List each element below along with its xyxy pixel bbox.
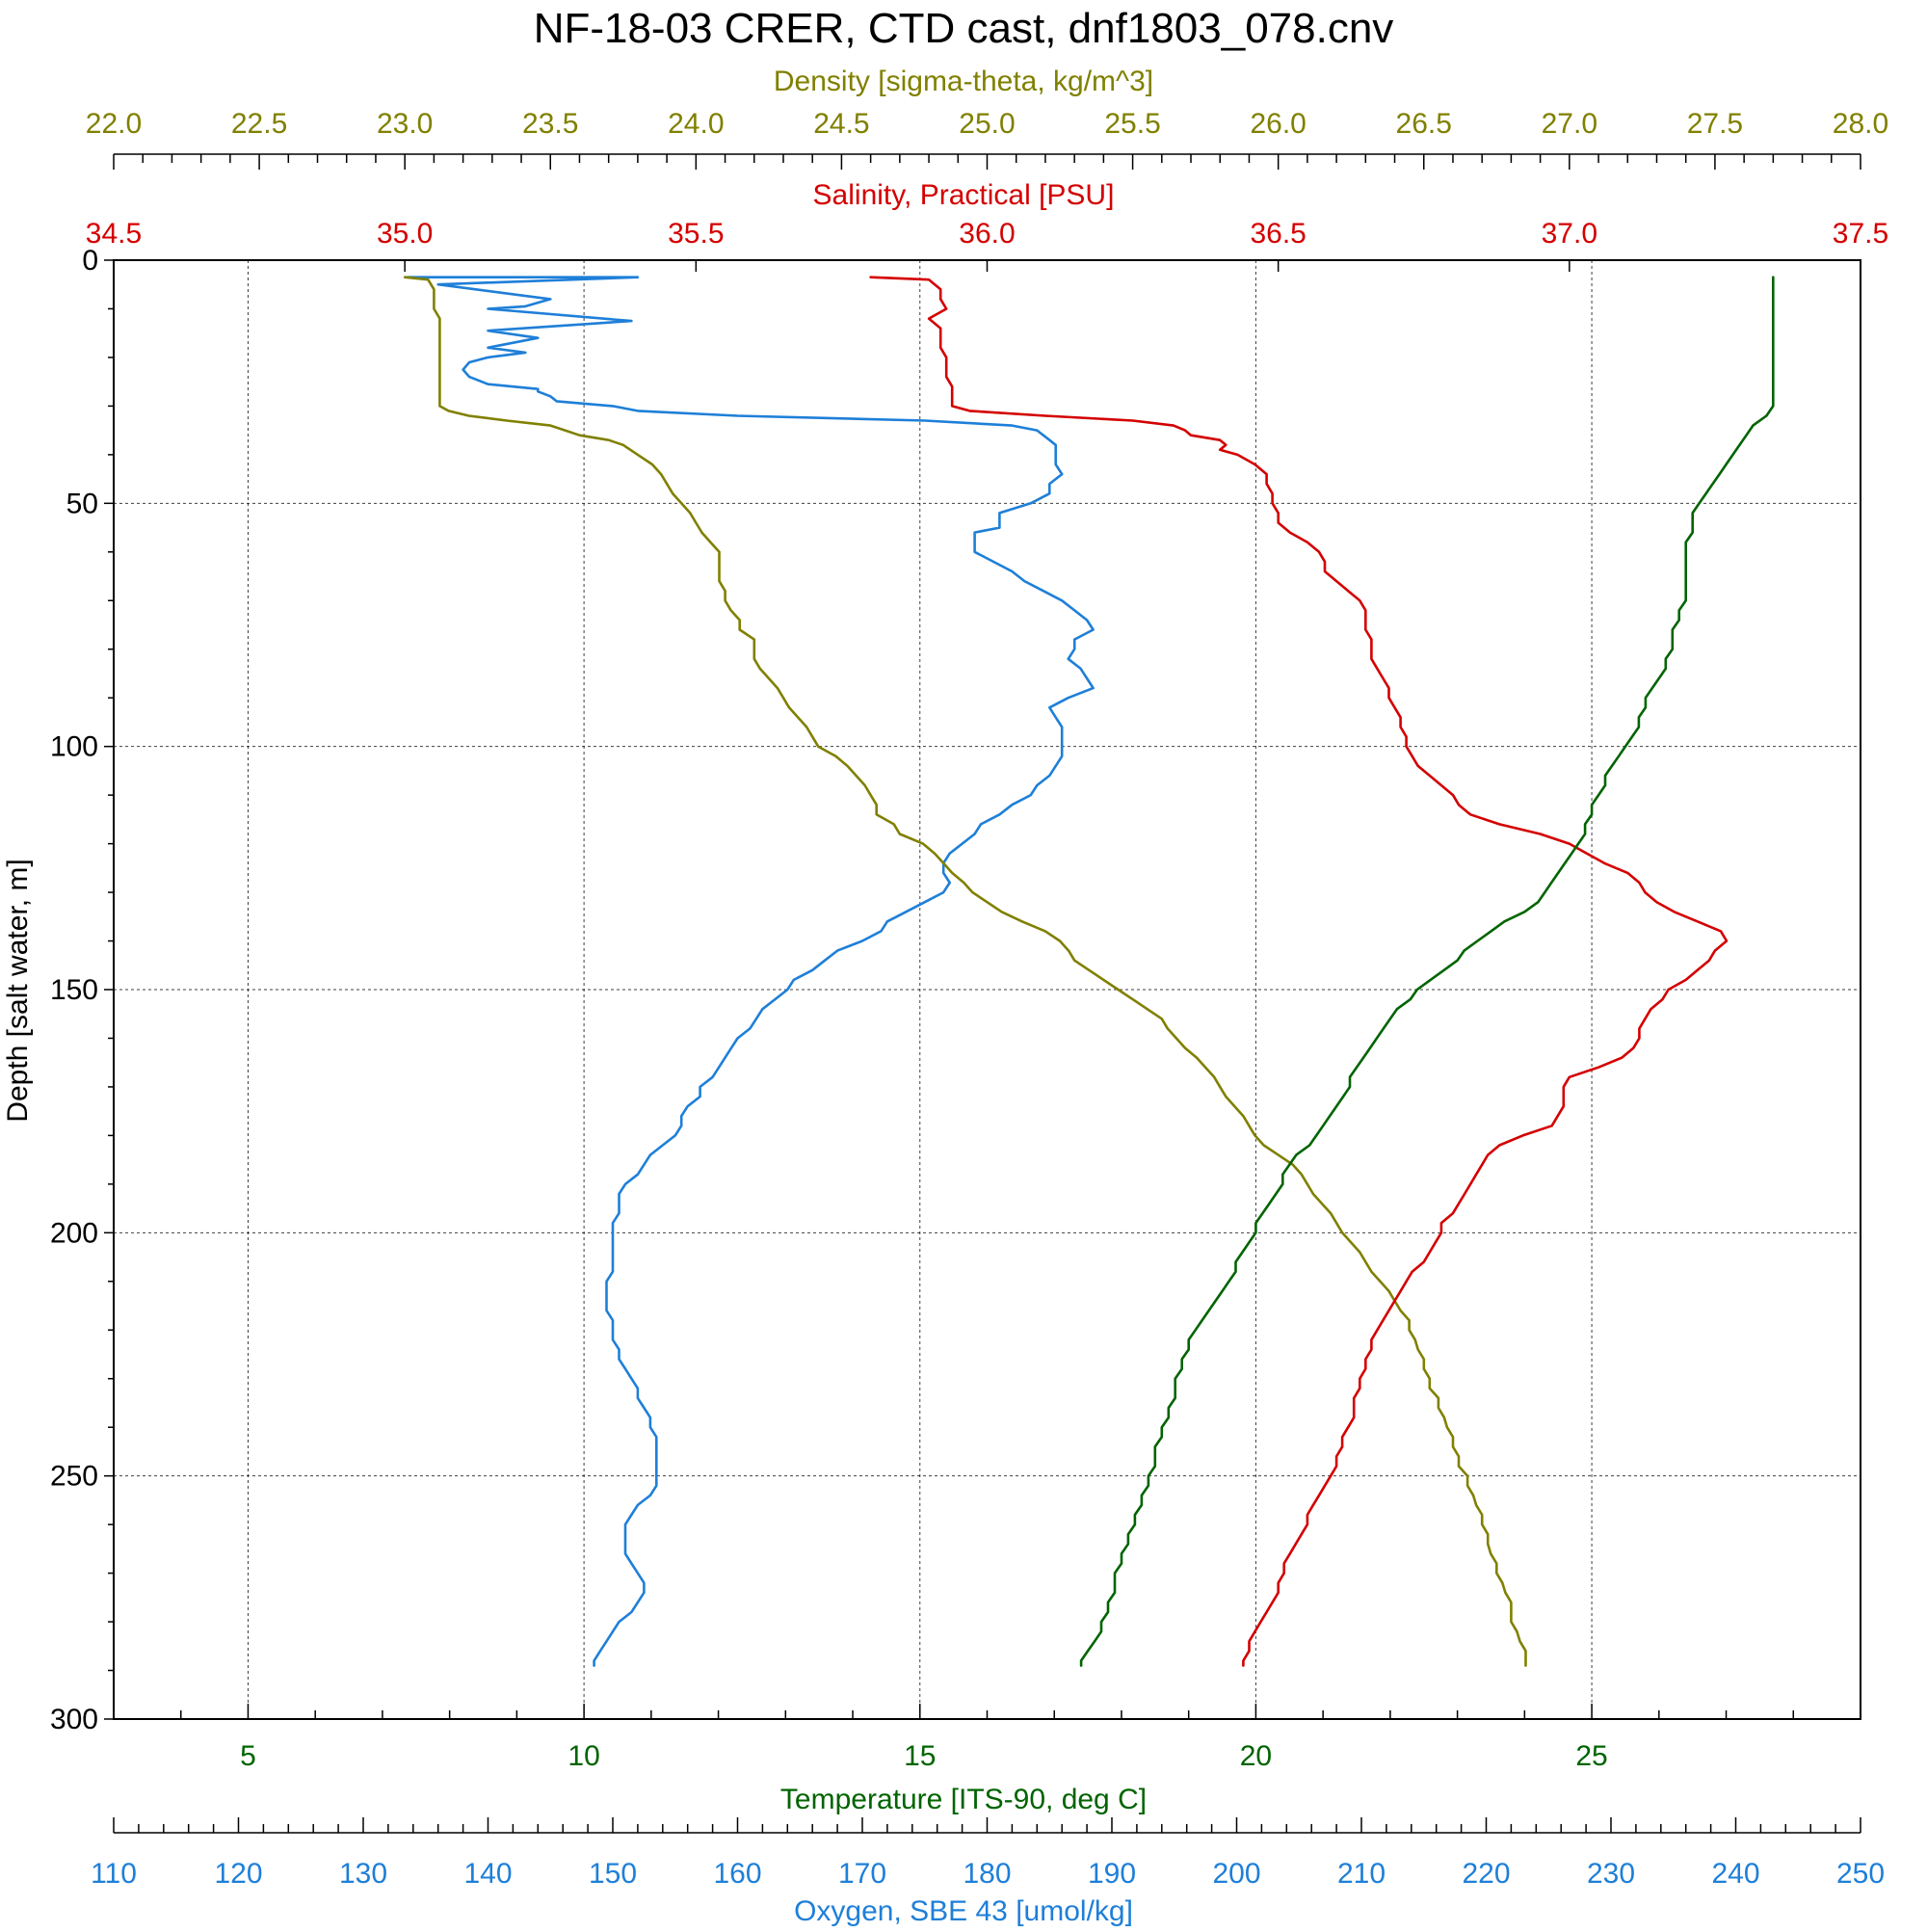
oxygen-tick-label: 210 xyxy=(1337,1858,1386,1890)
axes-layer: 0 50 100 150 200 250 300 22.0 22.5 23.0 23.5 24.0 24… xyxy=(50,108,1888,1890)
density-tick-label: 22.0 xyxy=(86,108,142,140)
salinity-tick-label: 36.0 xyxy=(959,218,1015,250)
density-tick-label: 27.5 xyxy=(1687,108,1743,140)
density-tick-label: 22.5 xyxy=(231,108,287,140)
density-tick-label: 24.5 xyxy=(813,108,869,140)
depth-tick-label: 150 xyxy=(50,974,98,1006)
salinity-tick-label: 37.5 xyxy=(1833,218,1888,250)
salinity-tick-label: 35.5 xyxy=(668,218,724,250)
temperature-tick-label: 15 xyxy=(904,1740,936,1772)
oxygen-tick-label: 240 xyxy=(1711,1858,1759,1890)
density-tick-label: 28.0 xyxy=(1833,108,1888,140)
temperature-tick-label: 25 xyxy=(1575,1740,1607,1772)
chart-title: NF-18-03 CRER, CTD cast, dnf1803_078.cnv xyxy=(534,5,1394,52)
salinity-tick-label: 35.0 xyxy=(377,218,433,250)
temperature-tick-label: 10 xyxy=(568,1740,599,1772)
grid-layer xyxy=(114,260,1861,1720)
oxygen-tick-label: 250 xyxy=(1836,1858,1885,1890)
oxygen-tick-label: 200 xyxy=(1212,1858,1260,1890)
salinity-profile-line xyxy=(869,276,1729,1667)
salinity-axis-label: Salinity, Practical [PSU] xyxy=(813,179,1115,211)
temperature-axis-label: Temperature [ITS-90, deg C] xyxy=(780,1784,1147,1815)
temperature-tick-label: 20 xyxy=(1240,1740,1272,1772)
density-tick-label: 23.5 xyxy=(522,108,578,140)
plot-frame xyxy=(113,259,1861,1720)
oxygen-tick-label: 230 xyxy=(1587,1858,1635,1890)
oxygen-tick-label: 190 xyxy=(1088,1858,1136,1890)
salinity-tick-label: 36.5 xyxy=(1250,218,1306,250)
depth-tick-label: 200 xyxy=(50,1217,98,1249)
oxygen-axis-label: Oxygen, SBE 43 [umol/kg] xyxy=(794,1895,1133,1927)
oxygen-tick-label: 150 xyxy=(589,1858,637,1890)
density-tick-label: 25.5 xyxy=(1104,108,1160,140)
oxygen-profile-line xyxy=(405,276,1095,1667)
density-axis-label: Density [sigma-theta, kg/m^3] xyxy=(774,66,1153,97)
density-tick-label: 26.0 xyxy=(1250,108,1306,140)
oxygen-tick-label: 110 xyxy=(91,1858,137,1890)
oxygen-tick-label: 130 xyxy=(339,1858,387,1890)
depth-tick-label: 50 xyxy=(66,488,98,519)
oxygen-tick-label: 140 xyxy=(463,1858,512,1890)
oxygen-tick-label: 160 xyxy=(713,1858,761,1890)
temperature-profile-line xyxy=(1079,276,1775,1667)
depth-tick-label: 100 xyxy=(50,731,98,763)
oxygen-tick-label: 220 xyxy=(1462,1858,1510,1890)
depth-tick-label: 250 xyxy=(50,1461,98,1493)
density-tick-label: 24.0 xyxy=(668,108,724,140)
density-tick-label: 23.0 xyxy=(377,108,433,140)
oxygen-tick-label: 120 xyxy=(214,1858,262,1890)
oxygen-tick-label: 170 xyxy=(838,1858,886,1890)
salinity-tick-label: 34.5 xyxy=(86,218,142,250)
oxygen-tick-label: 180 xyxy=(963,1858,1011,1890)
depth-tick-label: 300 xyxy=(50,1704,98,1735)
series-layer xyxy=(403,276,1775,1667)
depth-tick-label: 0 xyxy=(82,245,98,277)
temperature-tick-label: 5 xyxy=(240,1740,256,1772)
density-tick-label: 25.0 xyxy=(959,108,1015,140)
density-tick-label: 26.5 xyxy=(1396,108,1452,140)
salinity-tick-label: 37.0 xyxy=(1542,218,1597,250)
depth-axis-label: Depth [salt water, m] xyxy=(2,859,34,1122)
density-profile-line xyxy=(403,276,1527,1667)
density-tick-label: 27.0 xyxy=(1542,108,1597,140)
